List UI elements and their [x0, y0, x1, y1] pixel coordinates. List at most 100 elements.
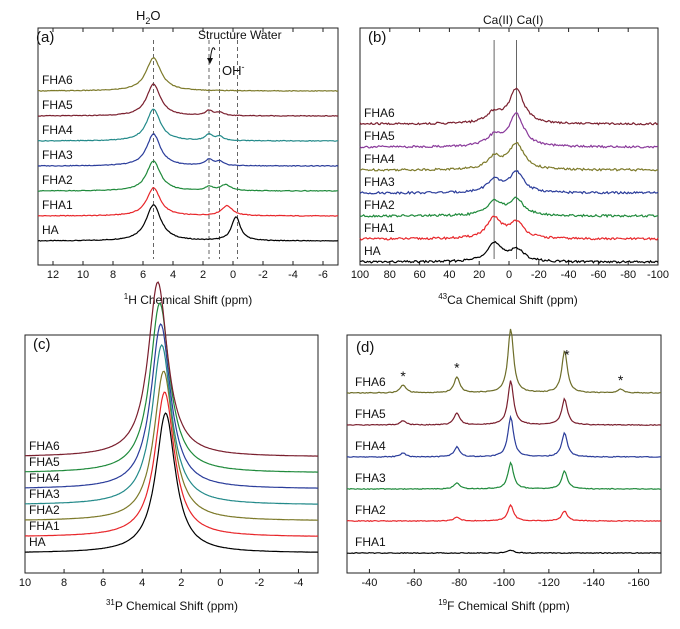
series-line-fha5	[38, 83, 338, 117]
x-tick-label: 20	[473, 269, 485, 281]
h2o-sub: 2	[145, 16, 150, 26]
panel-b: 100 80 60 40 20 0 -20 -40 -60 -80 -100 (b) HA FHA1 FHA…	[351, 13, 669, 307]
ca1-label: Ca(I)	[517, 13, 544, 27]
x-tick-label: -4	[288, 269, 298, 281]
x-tick-label: -20	[531, 269, 547, 281]
x-tick-label: 100	[351, 269, 369, 281]
x-axis-label-text: P Chemical Shift (ppm)	[115, 599, 238, 613]
x-tick-label: 2	[200, 269, 206, 281]
series-label-fha1: FHA1	[29, 519, 60, 533]
x-axis-label-sup: 31	[106, 598, 115, 607]
series-label-fha6: FHA6	[29, 439, 60, 453]
x-tick-label: -100	[493, 577, 515, 589]
x-tick-label: -40	[361, 577, 377, 589]
x-axis-label-text: F Chemical Shift (ppm)	[447, 599, 570, 613]
series-line-fha1	[347, 549, 661, 555]
x-tick-label: 6	[100, 577, 106, 589]
h2o-h: H	[136, 8, 145, 23]
series-label-fha2: FHA2	[355, 503, 386, 517]
x-axis-label: 1H Chemical Shift (ppm)	[124, 292, 252, 307]
series-label-fha3: FHA3	[364, 175, 395, 189]
series-line-fha1	[37, 187, 339, 217]
x-tick-label: -4	[294, 577, 304, 589]
x-tick-label: -2	[258, 269, 268, 281]
plot-frame	[346, 334, 662, 574]
oh-text: OH	[222, 63, 242, 78]
x-tick-label: 6	[140, 269, 146, 281]
x-tick-label: 4	[170, 269, 176, 281]
series-label-fha5: FHA5	[42, 98, 73, 112]
x-tick-label: -120	[538, 577, 560, 589]
series-line-fha1	[24, 391, 318, 537]
sideband-asterisk: *	[618, 372, 624, 388]
x-tick-label: -40	[561, 269, 577, 281]
x-tick-label: 0	[217, 577, 223, 589]
panel-title: (a)	[36, 29, 54, 46]
series-label-fha4: FHA4	[355, 439, 386, 453]
series-line-fha5	[359, 111, 659, 149]
series-line-fha3	[25, 343, 318, 505]
panel-title: (c)	[33, 336, 51, 353]
x-axis-label: 43Ca Chemical Shift (ppm)	[438, 292, 578, 307]
series-label-fha1: FHA1	[42, 198, 73, 212]
x-tick-label: 10	[19, 577, 31, 589]
x-tick-label: 60	[413, 269, 425, 281]
series-line-fha2	[346, 503, 662, 523]
x-tick-label: -60	[406, 577, 422, 589]
series-line-fha4	[359, 142, 659, 172]
panel-c: 10 8 6 4 2 0 -2 -4 (c) HA FHA1 FHA2 FHA3 FHA4 FHA5 FHA6…	[19, 281, 319, 613]
series-label-fha2: FHA2	[29, 503, 60, 517]
panel-d: -40 -60 -80 -100 -120 -140 -160 (d) FHA1 FHA2 FHA3…	[346, 328, 662, 613]
series-label-fha3: FHA3	[42, 148, 73, 162]
series-line-fha6	[25, 281, 319, 457]
series-label-ha: HA	[29, 535, 46, 549]
sideband-asterisk: *	[400, 368, 406, 384]
x-tick-label: -140	[583, 577, 605, 589]
series-line-fha3	[347, 461, 662, 490]
x-axis-label-sup: 19	[438, 598, 447, 607]
x-tick-label: -80	[620, 269, 636, 281]
series-line-fha1	[359, 215, 659, 241]
series-line-fha2	[24, 370, 318, 521]
series-line-fha4	[37, 108, 339, 142]
series-label-fha1: FHA1	[355, 535, 386, 549]
x-tick-label: 2	[178, 577, 184, 589]
series-line-fha2	[37, 160, 339, 192]
x-axis-label-text: Ca Chemical Shift (ppm)	[447, 293, 578, 307]
x-tick-label: 0	[230, 269, 236, 281]
plot-frame	[24, 334, 319, 574]
series-line-fha6	[359, 87, 659, 126]
series-label-fha5: FHA5	[364, 129, 395, 143]
x-tick-label: -2	[255, 577, 265, 589]
h2o-label: H2O	[136, 8, 161, 26]
series-line-fha2	[359, 196, 659, 218]
x-tick-label: 8	[110, 269, 116, 281]
series-line-ha	[25, 412, 319, 553]
x-tick-label: -6	[318, 269, 328, 281]
series-line-fha6	[346, 328, 661, 394]
series-label-ha: HA	[42, 223, 59, 237]
x-tick-label: -100	[647, 269, 669, 281]
sideband-asterisk: *	[454, 360, 460, 376]
x-tick-label: 12	[47, 269, 59, 281]
series-label-fha6: FHA6	[364, 106, 395, 120]
ca2-label: Ca(II)	[483, 13, 513, 27]
series-line-fha3	[359, 169, 659, 195]
series-label-fha4: FHA4	[29, 471, 60, 485]
x-tick-label: 80	[384, 269, 396, 281]
x-tick-label: 4	[139, 577, 145, 589]
series-label-fha6: FHA6	[42, 73, 73, 87]
panel-a: 12 10 8 6 4 2 0 -2 -4 -6(a)HAFHA1FHA2FHA3FHA4FHA5…	[36, 8, 339, 307]
panel-title: (b)	[368, 29, 386, 46]
series-label-fha3: FHA3	[355, 471, 386, 485]
series-label-fha5: FHA5	[29, 455, 60, 469]
series-label-fha4: FHA4	[42, 123, 73, 137]
panel-title: (d)	[356, 339, 374, 356]
series-label-fha4: FHA4	[364, 152, 395, 166]
series-line-ha	[37, 204, 339, 242]
series-line-ha	[359, 240, 659, 264]
x-axis-label-sup: 1	[124, 292, 129, 301]
x-axis-label-text: H Chemical Shift (ppm)	[128, 293, 252, 307]
x-axis-label-sup: 43	[438, 292, 447, 301]
